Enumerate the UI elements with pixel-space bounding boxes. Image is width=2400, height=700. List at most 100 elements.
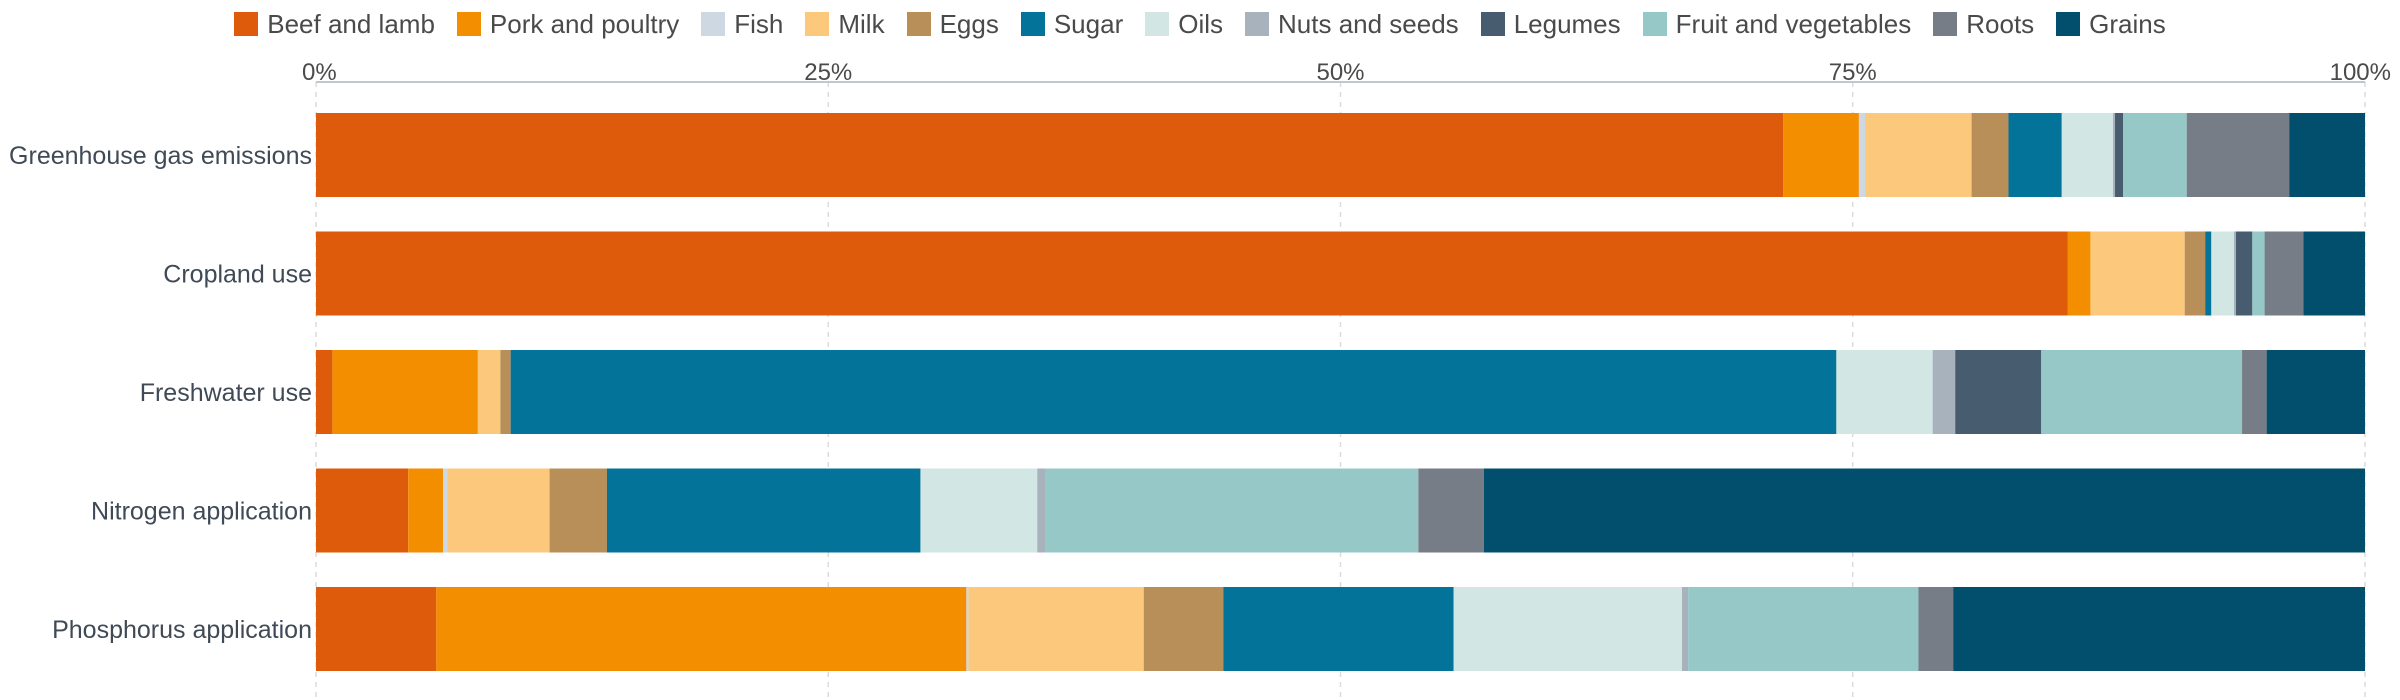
bar-cropland-use-milk bbox=[2090, 231, 2185, 316]
bar-greenhouse-gas-emissions-sugar bbox=[2008, 113, 2062, 197]
bars bbox=[316, 113, 2365, 671]
legend-swatch bbox=[456, 12, 481, 36]
bar-cropland-use-eggs bbox=[2184, 231, 2206, 316]
bar-cropland-use-sugar bbox=[2205, 231, 2212, 316]
bar-phosphorus-application-fruit-and-vegetables bbox=[1688, 587, 1919, 671]
legend-label: Fish bbox=[734, 8, 784, 39]
bar-greenhouse-gas-emissions-fish bbox=[1858, 113, 1866, 197]
bar-nitrogen-application-eggs bbox=[549, 468, 607, 553]
bar-nitrogen-application-sugar bbox=[606, 468, 921, 553]
bar-cropland-use-roots bbox=[2264, 231, 2304, 316]
legend-item-fruit-and-vegetables: Fruit and vegetables bbox=[1642, 8, 1912, 40]
legend-item-sugar: Sugar bbox=[1020, 8, 1124, 40]
bar-nitrogen-application-grains bbox=[1483, 468, 2365, 553]
bar-phosphorus-application-oils bbox=[1453, 587, 1682, 671]
bar-nitrogen-application-fruit-and-vegetables bbox=[1045, 468, 1419, 553]
legend-label: Legumes bbox=[1513, 8, 1621, 39]
legend-swatch bbox=[1480, 12, 1505, 36]
legend-item-legumes: Legumes bbox=[1480, 8, 1621, 40]
legend-label: Sugar bbox=[1053, 8, 1124, 39]
legend-item-nuts-and-seeds: Nuts and seeds bbox=[1245, 9, 1459, 40]
legend-label: Oils bbox=[1178, 8, 1224, 39]
category-label: Phosphorus application bbox=[52, 616, 312, 644]
bar-nitrogen-application-oils bbox=[920, 468, 1038, 553]
bar-greenhouse-gas-emissions-fruit-and-vegetables bbox=[2123, 113, 2187, 197]
bar-freshwater-use-pork-and-poultry bbox=[332, 350, 478, 434]
bar-nitrogen-application-beef-and-lamb bbox=[316, 468, 409, 553]
bar-freshwater-use-beef-and-lamb bbox=[316, 350, 333, 434]
bar-phosphorus-application-eggs bbox=[1143, 587, 1224, 671]
bar-freshwater-use-eggs bbox=[500, 350, 511, 434]
bar-greenhouse-gas-emissions-nuts-and-seeds bbox=[2112, 113, 2116, 197]
y-axis-categories: Greenhouse gas emissions Cropland use Fres… bbox=[9, 142, 312, 644]
legend-label: Pork and poultry bbox=[489, 8, 680, 39]
legend-label: Fruit and vegetables bbox=[1675, 8, 1912, 39]
legend-label: Nuts and seeds bbox=[1278, 8, 1459, 39]
legend-swatch bbox=[1642, 12, 1667, 36]
bar-nitrogen-application-fish bbox=[443, 468, 448, 553]
legend-item-grains: Grains bbox=[2056, 9, 2166, 40]
legend-swatch bbox=[701, 12, 726, 36]
legend-swatch bbox=[1245, 12, 1270, 36]
category-label: Nitrogen application bbox=[91, 498, 312, 526]
legend-item-roots: Roots bbox=[1933, 9, 2034, 40]
bar-nitrogen-application-nuts-and-seeds bbox=[1037, 468, 1046, 553]
bar-cropland-use-fruit-and-vegetables bbox=[2252, 231, 2265, 316]
category-label: Cropland use bbox=[163, 261, 312, 289]
chart-legend: Beef and lamb Pork and poultry Fish Milk Egg… bbox=[0, 4, 2400, 44]
bar-nitrogen-application-roots bbox=[1418, 468, 1484, 553]
bar-freshwater-use-roots bbox=[2242, 350, 2267, 434]
bar-cropland-use-legumes bbox=[2235, 231, 2253, 316]
legend-label: Milk bbox=[838, 8, 885, 39]
bar-cropland-use-beef-and-lamb bbox=[316, 231, 2068, 316]
bar-freshwater-use-oils bbox=[1836, 350, 1933, 434]
category-label: Greenhouse gas emissions bbox=[9, 142, 312, 170]
legend-swatch bbox=[1933, 12, 1958, 36]
bar-phosphorus-application-milk bbox=[968, 587, 1144, 671]
bar-phosphorus-application-grains bbox=[1953, 587, 2365, 671]
bar-nitrogen-application-milk bbox=[447, 468, 550, 553]
bar-cropland-use-pork-and-poultry bbox=[2067, 231, 2091, 316]
bar-phosphorus-application-fish bbox=[966, 587, 969, 671]
bar-greenhouse-gas-emissions-grains bbox=[2289, 113, 2365, 197]
legend-label: Roots bbox=[1966, 8, 2035, 39]
legend-swatch bbox=[906, 12, 931, 36]
bar-freshwater-use-grains bbox=[2266, 350, 2365, 434]
bar-greenhouse-gas-emissions-oils bbox=[2061, 113, 2113, 197]
legend-swatch bbox=[1145, 12, 1170, 36]
bar-greenhouse-gas-emissions-beef-and-lamb bbox=[316, 113, 1784, 197]
bar-phosphorus-application-pork-and-poultry bbox=[436, 587, 967, 671]
bar-freshwater-use-milk bbox=[477, 350, 501, 434]
x-axis-ticks: 0% 25% 50% 75% 100% bbox=[302, 59, 2391, 86]
legend-label: Grains bbox=[2089, 8, 2166, 39]
legend-label: Beef and lamb bbox=[267, 8, 435, 39]
bar-greenhouse-gas-emissions-eggs bbox=[1971, 113, 2009, 197]
legend-label: Eggs bbox=[939, 8, 999, 39]
bar-greenhouse-gas-emissions-milk bbox=[1865, 113, 1972, 197]
bar-greenhouse-gas-emissions-legumes bbox=[2115, 113, 2124, 197]
legend-swatch bbox=[234, 12, 259, 36]
legend-item-milk: Milk bbox=[805, 8, 885, 40]
bar-phosphorus-application-nuts-and-seeds bbox=[1682, 587, 1689, 671]
bar-freshwater-use-legumes bbox=[1955, 350, 2042, 434]
bar-greenhouse-gas-emissions-roots bbox=[2186, 113, 2290, 197]
legend-swatch bbox=[805, 12, 830, 36]
legend-item-beef-and-lamb: Beef and lamb bbox=[234, 9, 435, 40]
legend-item-pork-and-poultry: Pork and poultry bbox=[456, 8, 680, 40]
bar-phosphorus-application-roots bbox=[1918, 587, 1954, 671]
bar-freshwater-use-sugar bbox=[510, 350, 1837, 434]
bar-phosphorus-application-sugar bbox=[1223, 587, 1454, 671]
legend-item-fish: Fish bbox=[701, 9, 783, 40]
legend-item-eggs: Eggs bbox=[906, 8, 999, 40]
bar-cropland-use-grains bbox=[2303, 231, 2365, 316]
bar-cropland-use-oils bbox=[2211, 231, 2234, 316]
bar-freshwater-use-fruit-and-vegetables bbox=[2041, 350, 2243, 434]
bar-freshwater-use-nuts-and-seeds bbox=[1932, 350, 1956, 434]
category-label: Freshwater use bbox=[140, 379, 312, 407]
bar-cropland-use-nuts-and-seeds bbox=[2233, 231, 2236, 316]
legend-item-oils: Oils bbox=[1145, 9, 1223, 40]
bar-phosphorus-application-beef-and-lamb bbox=[316, 587, 437, 671]
bar-greenhouse-gas-emissions-pork-and-poultry bbox=[1783, 113, 1859, 197]
bar-nitrogen-application-pork-and-poultry bbox=[408, 468, 444, 553]
